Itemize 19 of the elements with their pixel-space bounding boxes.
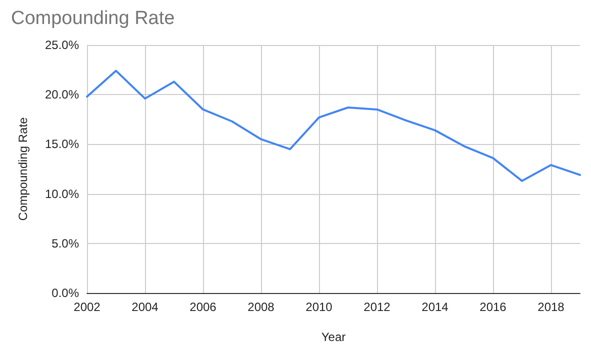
x-tick-label: 2014 [422, 300, 449, 314]
x-tick-label: 2018 [538, 300, 565, 314]
y-tick-label: 15.0% [44, 137, 80, 152]
y-tick-label: 0.0% [52, 286, 80, 300]
x-tick-label: 2012 [364, 300, 391, 314]
y-tick-label: 5.0% [52, 236, 80, 250]
y-tick-label: 20.0% [44, 88, 80, 102]
line-series [86, 70, 581, 182]
y-tick-label: 10.0% [44, 186, 80, 201]
x-tick-label: 2002 [74, 300, 101, 314]
x-tick-label: 2004 [132, 300, 159, 314]
x-tick-label: 2008 [248, 300, 275, 314]
x-axis-title: Year [321, 330, 346, 344]
chart-title: Compounding Rate [11, 8, 175, 29]
x-tick-label: 2016 [480, 300, 507, 314]
x-tick-label: 2006 [190, 300, 217, 314]
x-tick-label: 2010 [306, 300, 333, 314]
y-tick-label: 25.0% [44, 38, 80, 52]
y-axis-title: Compounding Rate [16, 116, 30, 221]
